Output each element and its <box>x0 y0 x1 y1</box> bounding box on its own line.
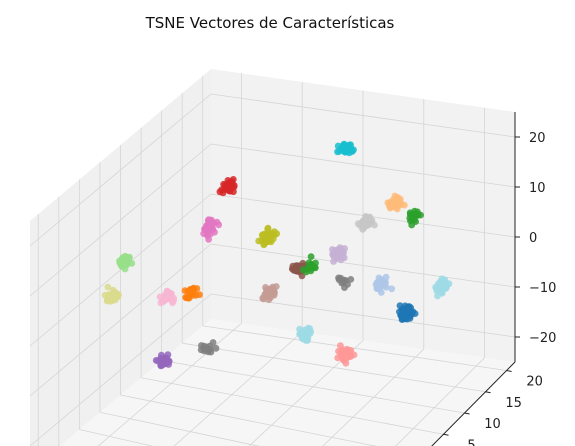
scatter-point <box>269 231 277 239</box>
scatter-point <box>374 280 382 287</box>
y-tick-label: 5 <box>467 438 475 446</box>
grid-line-z <box>29 243 212 397</box>
scatter-point <box>411 210 419 218</box>
grid-line-y <box>161 360 465 414</box>
scatter-point <box>265 285 273 293</box>
scatter-point <box>304 324 312 332</box>
scatter-point <box>334 354 342 362</box>
scatter-point <box>187 285 194 293</box>
scatter-point <box>264 225 272 233</box>
z-tick-label: −10 <box>529 281 556 296</box>
z-tick-label: −20 <box>529 331 556 346</box>
tick-labels: −20−1001020−20−15−10−505101520−20−100102… <box>443 131 556 446</box>
scatter-point <box>388 285 396 293</box>
scatter-point <box>170 297 178 304</box>
scatter-point <box>209 339 217 346</box>
scatter-point <box>406 214 414 222</box>
z-tick-label: 20 <box>529 131 546 146</box>
scatter-point <box>206 345 214 353</box>
scatter-point <box>158 362 166 369</box>
scatter-point <box>408 221 416 229</box>
y-tick-mark <box>506 370 512 372</box>
scatter-point <box>225 180 233 188</box>
scatter-point <box>299 333 306 341</box>
scatter-point <box>333 253 340 261</box>
scatter-point <box>307 253 315 260</box>
scatter-point <box>262 230 269 238</box>
scatter-point <box>342 359 350 367</box>
scatter-point <box>293 265 301 273</box>
y-tick-mark <box>443 433 449 436</box>
scatter-point <box>185 293 193 301</box>
scatter-point <box>200 230 208 238</box>
grid-line-z <box>29 93 212 247</box>
scatter-point <box>337 342 344 350</box>
scatter-point <box>340 254 348 262</box>
scatter-point <box>437 278 445 285</box>
grid-line-z <box>29 143 212 297</box>
grid-line-z <box>210 143 516 188</box>
scatter-point <box>298 328 306 336</box>
z-tick-label: 10 <box>529 181 546 196</box>
scatter-point <box>165 358 173 365</box>
grid-line-y <box>140 377 444 435</box>
grid-line-x <box>395 357 485 446</box>
scatter-point <box>400 309 408 316</box>
scatter-point <box>445 280 453 288</box>
scatter-point <box>260 295 267 303</box>
scatter-point <box>341 148 349 156</box>
y-tick-mark <box>485 391 491 394</box>
scatter-point <box>272 283 280 290</box>
chart-title: TSNE Vectores de Características <box>145 14 395 32</box>
scatter-point <box>197 346 205 354</box>
y-tick-label: 15 <box>505 396 522 411</box>
grid-line-z <box>210 93 516 138</box>
scatter-point <box>347 144 354 151</box>
grid-line-z <box>29 293 212 446</box>
grid-line-z <box>29 193 212 347</box>
grid-line-y <box>202 325 507 371</box>
scatter-point <box>212 344 220 352</box>
y-tick-label: 20 <box>526 375 543 390</box>
scatter-point <box>307 260 315 268</box>
scatter-point <box>340 249 347 256</box>
scatter-point <box>216 188 224 196</box>
y-tick-mark <box>464 412 470 415</box>
y-tick-label: 10 <box>484 417 501 432</box>
z-tick-label: 0 <box>529 231 537 246</box>
axis-panes <box>30 69 515 446</box>
y-axis-line <box>431 361 516 446</box>
scatter-point <box>271 289 278 296</box>
scatter-point <box>209 219 216 227</box>
scatter-point <box>406 315 414 322</box>
scatter-point <box>206 226 214 234</box>
scatter-points <box>101 140 453 370</box>
grid-line-y <box>120 394 378 446</box>
scatter-point <box>104 283 112 291</box>
scatter-point <box>329 246 336 253</box>
grid-line-z <box>210 243 516 288</box>
scatter-point <box>112 293 119 300</box>
scatter-point <box>265 292 272 300</box>
scatter-point <box>360 223 368 231</box>
grid-line-y <box>79 429 154 446</box>
scatter-point <box>380 282 388 289</box>
grid-line-y <box>182 342 486 393</box>
scatter-point <box>342 351 350 358</box>
grid-line-y <box>99 411 260 446</box>
scatter-point <box>437 289 445 296</box>
scatter-point <box>371 221 378 229</box>
scatter-point <box>163 295 171 303</box>
scatter-point <box>121 260 129 267</box>
scatter-point <box>392 200 399 208</box>
scatter-point <box>344 281 351 288</box>
scatter-point <box>362 213 370 220</box>
